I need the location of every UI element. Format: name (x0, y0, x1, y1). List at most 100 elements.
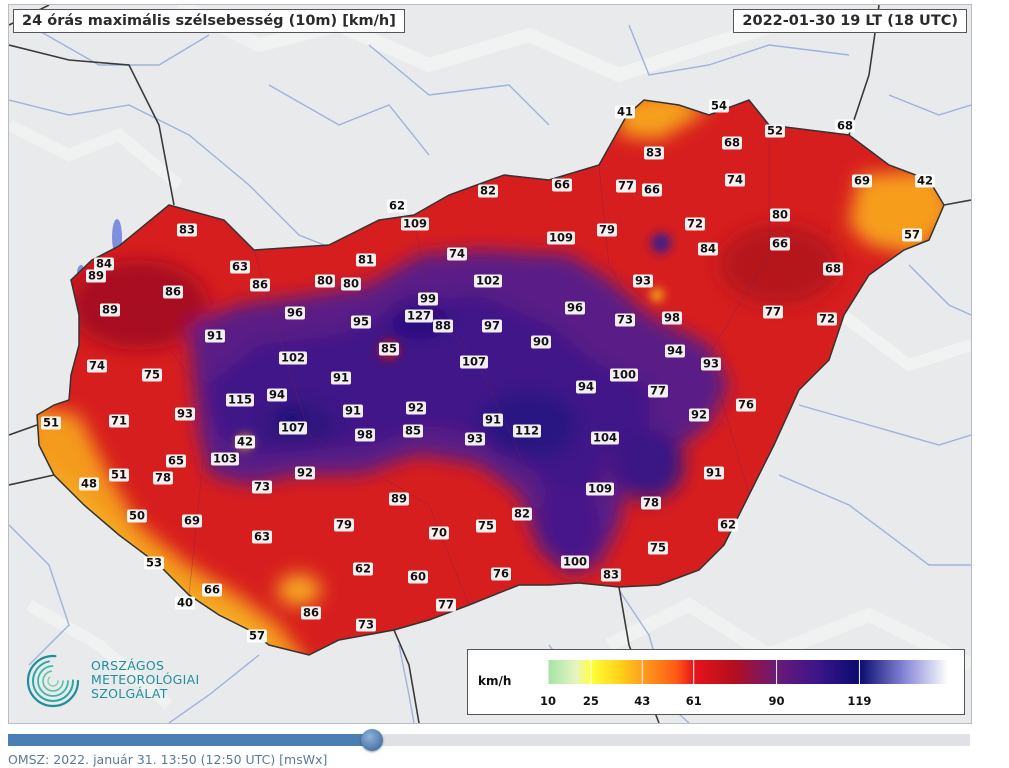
station-value-label: 85 (378, 341, 400, 356)
station-value-label: 90 (530, 334, 552, 349)
station-value-label: 86 (249, 277, 271, 292)
legend-tick-label: 61 (685, 694, 702, 708)
map-title: 24 órás maximális szélsebesség (10m) [km… (13, 9, 405, 33)
map-timestamp: 2022-01-30 19 LT (18 UTC) (733, 9, 967, 33)
time-slider-thumb[interactable] (360, 729, 383, 751)
station-value-label: 92 (688, 407, 710, 422)
station-value-label: 76 (490, 566, 512, 581)
country-border (36, 99, 945, 656)
station-value-label: 91 (204, 328, 226, 343)
station-value-label: 66 (201, 582, 223, 597)
station-value-label: 100 (560, 554, 590, 569)
station-value-label: 57 (901, 227, 923, 242)
station-value-label: 89 (85, 268, 107, 283)
station-value-label: 109 (546, 230, 576, 245)
station-value-label: 112 (512, 423, 542, 438)
station-value-label: 77 (762, 304, 784, 319)
omsz-swirl-icon (26, 654, 80, 708)
station-value-label: 93 (464, 431, 486, 446)
station-value-label: 96 (564, 300, 586, 315)
station-value-label: 109 (400, 216, 430, 231)
station-value-label: 97 (481, 318, 503, 333)
station-value-label: 127 (404, 308, 434, 323)
station-value-label: 69 (181, 513, 203, 528)
legend-tick-label: 25 (582, 694, 599, 708)
station-value-label: 68 (721, 135, 743, 150)
station-value-label: 51 (108, 467, 130, 482)
station-value-label: 63 (251, 529, 273, 544)
station-value-label: 92 (405, 400, 427, 415)
station-value-label: 77 (435, 597, 457, 612)
station-value-label: 51 (40, 415, 62, 430)
station-value-label: 74 (446, 246, 468, 261)
station-value-label: 89 (99, 302, 121, 317)
station-value-label: 73 (355, 617, 377, 632)
station-value-label: 82 (477, 183, 499, 198)
logo-line-1: ORSZÁGOS (91, 658, 165, 673)
station-value-label: 79 (596, 222, 618, 237)
station-value-label: 95 (350, 314, 372, 329)
station-value-label: 42 (914, 173, 936, 188)
station-value-label: 60 (407, 569, 429, 584)
station-value-label: 102 (278, 350, 308, 365)
station-value-label: 78 (640, 495, 662, 510)
station-value-label: 88 (432, 318, 454, 333)
station-value-label: 66 (551, 177, 573, 192)
station-value-label: 115 (225, 392, 255, 407)
station-value-label: 78 (152, 470, 174, 485)
station-value-label: 84 (93, 256, 115, 271)
station-value-label: 102 (473, 273, 503, 288)
station-value-label: 75 (475, 518, 497, 533)
station-value-label: 63 (229, 259, 251, 274)
station-value-label: 94 (266, 387, 288, 402)
time-slider-fill (8, 734, 372, 746)
time-slider[interactable] (8, 729, 970, 751)
omsz-logo-text: ORSZÁGOS METEOROLÓGIAI SZOLGÁLAT (91, 659, 199, 701)
station-value-label: 42 (234, 434, 256, 449)
station-value-label: 71 (108, 413, 130, 428)
station-value-label: 41 (614, 104, 636, 119)
legend-unit: km/h (478, 674, 512, 688)
station-value-label: 72 (816, 311, 838, 326)
legend-tick-label: 90 (768, 694, 785, 708)
station-value-label: 91 (482, 412, 504, 427)
footer-credit: OMSZ: 2022. január 31. 13:50 (12:50 UTC)… (8, 752, 328, 767)
station-value-label: 50 (126, 508, 148, 523)
station-value-label: 94 (664, 343, 686, 358)
station-value-label: 93 (632, 273, 654, 288)
station-value-label: 94 (575, 379, 597, 394)
station-value-label: 83 (600, 567, 622, 582)
station-value-label: 73 (614, 312, 636, 327)
station-value-label: 57 (246, 628, 268, 643)
station-value-label: 62 (386, 198, 408, 213)
station-value-label: 91 (342, 403, 364, 418)
station-value-label: 96 (284, 305, 306, 320)
station-value-label: 107 (459, 354, 489, 369)
station-value-label: 104 (590, 430, 620, 445)
legend-tick-label: 119 (847, 694, 872, 708)
legend-gradient (548, 660, 948, 684)
map-frame: 24 órás maximális szélsebesség (10m) [km… (8, 4, 972, 724)
station-value-label: 75 (141, 367, 163, 382)
station-value-label: 62 (352, 561, 374, 576)
station-value-label: 40 (174, 595, 196, 610)
station-value-label: 69 (851, 173, 873, 188)
station-value-label: 68 (822, 261, 844, 276)
station-value-label: 85 (402, 423, 424, 438)
station-value-label: 86 (162, 284, 184, 299)
station-value-label: 98 (354, 427, 376, 442)
station-value-label: 66 (641, 182, 663, 197)
logo-line-2: METEOROLÓGIAI (91, 672, 200, 687)
station-value-label: 76 (735, 397, 757, 412)
station-value-label: 99 (417, 291, 439, 306)
station-value-label: 86 (300, 605, 322, 620)
station-value-label: 48 (78, 476, 100, 491)
legend-tick-label: 43 (634, 694, 651, 708)
station-value-label: 80 (314, 273, 336, 288)
station-value-label: 83 (176, 222, 198, 237)
legend-tick-label: 10 (539, 694, 557, 708)
omsz-logo: ORSZÁGOS METEOROLÓGIAI SZOLGÁLAT (25, 651, 215, 711)
station-value-label: 54 (708, 98, 730, 113)
station-value-label: 91 (703, 465, 725, 480)
station-value-label: 68 (834, 118, 856, 133)
